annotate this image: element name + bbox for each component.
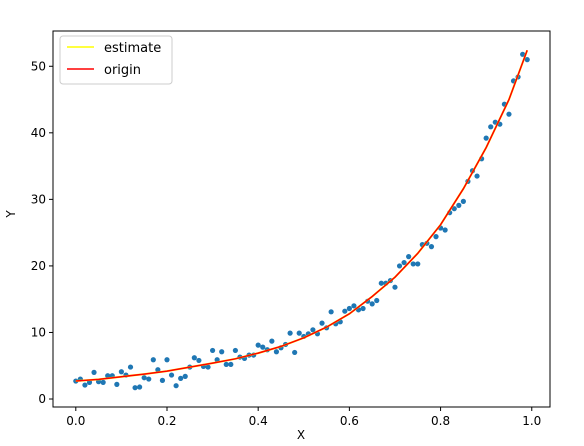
x-axis-ticks: 0.0 0.2 0.4 0.6 0.8 1.0 [66, 407, 541, 428]
data-point [433, 234, 439, 240]
data-point [209, 347, 216, 354]
y-tick-label: 30 [31, 192, 46, 206]
data-point [415, 261, 421, 267]
y-axis-ticks: 0 10 20 30 40 50 [31, 59, 53, 406]
y-tick-label: 50 [31, 59, 46, 73]
data-point [114, 381, 120, 387]
data-point [73, 378, 79, 384]
data-point [287, 330, 293, 336]
data-point [141, 375, 147, 381]
x-tick-label: 0.4 [249, 414, 268, 428]
data-point [191, 355, 197, 361]
data-point [520, 51, 526, 57]
data-point [91, 369, 97, 375]
data-point [155, 367, 161, 373]
origin-line [75, 50, 528, 382]
data-point [378, 280, 384, 286]
data-point [374, 297, 380, 304]
data-point [524, 57, 530, 63]
data-point [100, 379, 106, 385]
data-point [118, 369, 124, 375]
data-point [369, 301, 375, 307]
x-tick-label: 1.0 [522, 414, 541, 428]
data-point [428, 244, 435, 250]
y-tick-label: 40 [31, 126, 46, 140]
data-point [506, 111, 512, 117]
x-axis-label: X [297, 428, 305, 442]
plot-area [73, 49, 530, 391]
data-point [159, 377, 166, 383]
data-point [346, 305, 352, 312]
data-point [351, 303, 357, 309]
data-point [328, 309, 334, 315]
data-point [255, 342, 261, 348]
data-point [127, 364, 134, 370]
y-tick-label: 10 [31, 325, 46, 339]
data-point [456, 202, 462, 208]
legend: estimate origin [59, 35, 173, 85]
data-point [319, 320, 325, 326]
axes-frame [52, 30, 551, 408]
data-point [269, 338, 275, 344]
data-point [196, 357, 202, 364]
data-point [146, 376, 152, 382]
data-point [342, 308, 348, 314]
data-point [292, 349, 298, 356]
data-point [296, 330, 302, 336]
legend-estimate-label: estimate [104, 41, 161, 56]
legend-box [59, 35, 173, 85]
data-point [401, 259, 407, 266]
data-point [483, 135, 489, 141]
data-point [410, 261, 416, 267]
x-tick-label: 0.2 [157, 414, 176, 428]
data-point [396, 263, 403, 269]
data-point [260, 344, 266, 350]
data-point [488, 124, 494, 130]
x-tick-label: 0.8 [431, 414, 450, 428]
data-point [82, 382, 88, 388]
data-point [168, 372, 175, 378]
y-tick-label: 20 [31, 259, 46, 273]
data-point [132, 385, 138, 391]
data-point [137, 384, 143, 390]
data-point [273, 349, 280, 355]
data-point [164, 357, 170, 363]
data-point [182, 373, 188, 379]
data-point [460, 198, 466, 204]
data-point [178, 375, 184, 381]
data-point [474, 173, 480, 179]
legend-origin-label: origin [104, 63, 141, 78]
data-point [150, 357, 156, 363]
data-point [205, 364, 211, 370]
x-tick-label: 0.0 [66, 414, 85, 428]
data-point [228, 361, 234, 368]
y-tick-label: 0 [38, 392, 46, 406]
data-point [360, 305, 366, 312]
estimate-line [75, 49, 529, 382]
data-point [105, 373, 111, 379]
data-point [223, 361, 229, 368]
data-point [173, 383, 179, 389]
data-point [219, 349, 225, 355]
data-point [310, 327, 316, 333]
y-axis-label: Y [4, 210, 18, 219]
data-point [392, 284, 398, 290]
data-point [406, 254, 412, 260]
x-tick-label: 0.6 [340, 414, 359, 428]
data-point [442, 227, 448, 233]
data-point [232, 347, 238, 354]
data-point [451, 206, 457, 212]
